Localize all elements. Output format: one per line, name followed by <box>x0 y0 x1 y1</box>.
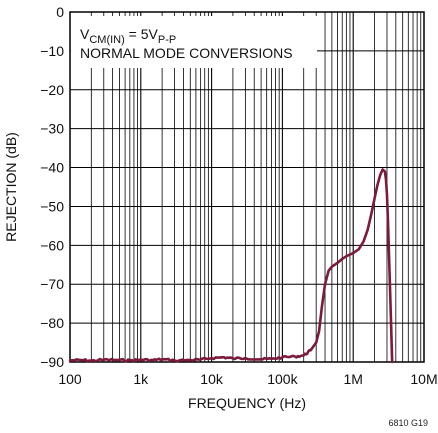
x-tick-label: 100k <box>267 371 298 387</box>
grid <box>70 12 424 362</box>
y-tick-label: −50 <box>40 198 64 214</box>
plot-frame <box>69 11 425 363</box>
x-tick-label: 10M <box>410 371 437 387</box>
y-tick-label: −90 <box>40 354 64 370</box>
figure-id: 6810 G19 <box>388 418 428 428</box>
y-tick-label: −70 <box>40 276 64 292</box>
y-tick-label: 0 <box>56 4 64 20</box>
y-tick-label: −60 <box>40 237 64 253</box>
series-layer <box>68 168 394 364</box>
annotation-vcm: VCM(IN) = 5VP-P <box>80 26 176 46</box>
y-tick-label: −20 <box>40 82 64 98</box>
y-tick-label: −10 <box>40 43 64 59</box>
x-tick-label: 100 <box>58 371 82 387</box>
annotation-equals: = 5V <box>125 26 159 42</box>
y-tick-label: −80 <box>40 315 64 331</box>
tick-labels: 100 1k 10k 100k 1M 10M 0 −10 −20 −30 −40 −50 −60 −70 −… <box>40 4 437 387</box>
x-axis-title: FREQUENCY (Hz) <box>188 395 306 411</box>
x-tick-label: 1k <box>133 371 149 387</box>
x-tick-label: 10k <box>200 371 224 387</box>
annotation-v: V <box>80 26 90 42</box>
series-line <box>68 168 394 364</box>
annotation-background <box>71 16 317 68</box>
annotation-mode: NORMAL MODE CONVERSIONS <box>80 45 293 61</box>
y-tick-label: −30 <box>40 121 64 137</box>
y-axis-title: REJECTION (dB) <box>3 132 19 242</box>
y-tick-label: −40 <box>40 160 64 176</box>
annotation-vcm-subscript: CM(IN) <box>89 34 124 46</box>
x-tick-label: 1M <box>343 371 362 387</box>
annotation-pp-subscript: P-P <box>158 34 176 46</box>
